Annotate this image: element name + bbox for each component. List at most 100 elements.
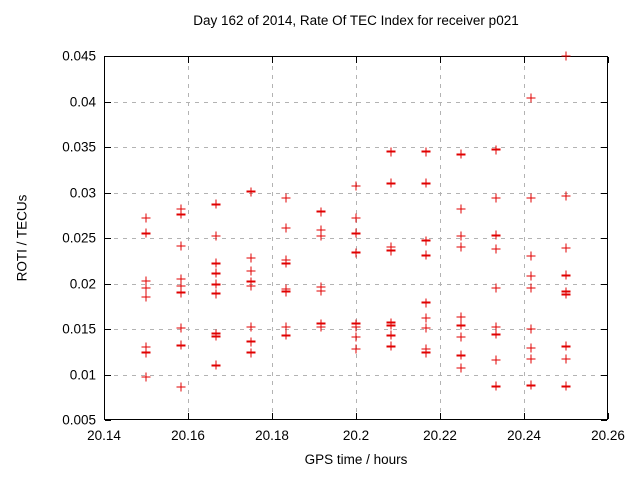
- y-tick-mark: [601, 192, 607, 194]
- data-point-marker: [281, 193, 291, 203]
- data-point-marker: [211, 199, 221, 209]
- data-point-marker: [211, 231, 221, 241]
- y-tick-mark: [601, 283, 607, 285]
- data-point-marker: [456, 320, 466, 330]
- gridline-horizontal: [105, 374, 607, 376]
- y-tick-label: 0.005: [62, 412, 96, 428]
- data-point-marker: [351, 344, 361, 354]
- y-tick-mark: [601, 147, 607, 148]
- y-tick-mark: [105, 192, 111, 194]
- plot-area: [104, 56, 608, 420]
- x-tick-label: 20.18: [255, 428, 289, 443]
- y-tick-mark: [105, 101, 111, 103]
- data-point-marker: [491, 322, 501, 332]
- data-point-marker: [491, 244, 501, 254]
- data-point-marker: [246, 281, 256, 291]
- data-point-marker: [421, 298, 431, 308]
- data-point-marker: [491, 145, 501, 155]
- y-tick-mark: [601, 374, 607, 376]
- data-point-marker: [456, 363, 466, 373]
- data-point-marker: [211, 331, 221, 341]
- y-tick-label: 0.02: [69, 276, 96, 291]
- x-tick-label: 20.2: [342, 428, 370, 443]
- data-point-marker: [561, 243, 571, 253]
- gridline-horizontal: [105, 238, 607, 239]
- x-tick-mark: [524, 57, 525, 63]
- y-tick-mark: [105, 420, 111, 421]
- data-point-marker: [246, 348, 256, 358]
- data-point-marker: [246, 277, 256, 287]
- data-point-marker: [561, 381, 571, 391]
- data-point-marker: [141, 292, 151, 302]
- data-point-marker: [176, 204, 186, 214]
- x-tick-label: 20.24: [507, 428, 541, 443]
- data-point-marker: [246, 187, 256, 197]
- data-point-marker: [211, 279, 221, 289]
- data-point-marker: [281, 287, 291, 297]
- x-tick-mark: [104, 57, 105, 63]
- data-point-marker: [456, 332, 466, 342]
- x-tick-mark: [608, 57, 609, 63]
- data-point-marker: [526, 251, 536, 261]
- data-point-marker: [421, 236, 431, 246]
- data-point-marker: [561, 289, 571, 299]
- x-tick-mark: [188, 413, 189, 419]
- y-tick-mark: [105, 56, 111, 57]
- data-point-marker: [386, 330, 396, 340]
- data-point-marker: [386, 320, 396, 330]
- data-point-marker: [491, 355, 501, 365]
- data-point-marker: [526, 324, 536, 334]
- data-point-marker: [456, 312, 466, 322]
- y-tick-mark: [601, 238, 607, 239]
- data-point-marker: [386, 147, 396, 157]
- x-tick-mark: [524, 413, 525, 419]
- data-point-marker: [141, 372, 151, 382]
- data-point-marker: [141, 276, 151, 286]
- y-tick-mark: [105, 283, 111, 285]
- y-tick-mark: [601, 420, 607, 421]
- data-point-marker: [561, 354, 571, 364]
- x-tick-mark: [440, 413, 441, 419]
- y-tick-mark: [601, 56, 607, 57]
- chart-title: Day 162 of 2014, Rate Of TEC Index for r…: [193, 13, 519, 28]
- data-point-marker: [246, 337, 256, 347]
- y-tick-mark: [105, 374, 111, 376]
- data-point-marker: [526, 193, 536, 203]
- data-point-marker: [386, 178, 396, 188]
- data-point-marker: [351, 248, 361, 258]
- y-tick-mark: [105, 238, 111, 239]
- y-tick-label: 0.01: [69, 367, 96, 382]
- y-tick-mark: [601, 329, 607, 330]
- data-point-marker: [456, 204, 466, 214]
- data-point-marker: [176, 209, 186, 219]
- data-point-marker: [316, 231, 326, 241]
- x-tick-mark: [356, 57, 357, 63]
- data-point-marker: [351, 181, 361, 191]
- x-tick-mark: [272, 413, 273, 419]
- data-point-marker: [526, 93, 536, 103]
- data-point-marker: [526, 343, 536, 353]
- data-point-marker: [316, 286, 326, 296]
- data-point-marker: [176, 241, 186, 251]
- data-point-marker: [421, 348, 431, 358]
- x-tick-label: 20.22: [423, 428, 457, 443]
- gridline-horizontal: [105, 101, 607, 103]
- x-tick-mark: [356, 413, 357, 419]
- x-tick-label: 20.26: [591, 428, 625, 443]
- x-tick-label: 20.14: [87, 428, 121, 443]
- data-point-marker: [351, 228, 361, 238]
- data-point-marker: [211, 258, 221, 268]
- x-tick-mark: [188, 57, 189, 63]
- data-point-marker: [211, 268, 221, 278]
- gridline-horizontal: [105, 283, 607, 285]
- data-point-marker: [561, 270, 571, 280]
- data-point-marker: [176, 323, 186, 333]
- data-point-marker: [351, 322, 361, 332]
- y-tick-label: 0.025: [62, 230, 96, 246]
- data-point-marker: [421, 313, 431, 323]
- data-point-marker: [386, 246, 396, 256]
- data-point-marker: [421, 323, 431, 333]
- data-point-marker: [281, 223, 291, 233]
- x-tick-mark: [104, 413, 105, 419]
